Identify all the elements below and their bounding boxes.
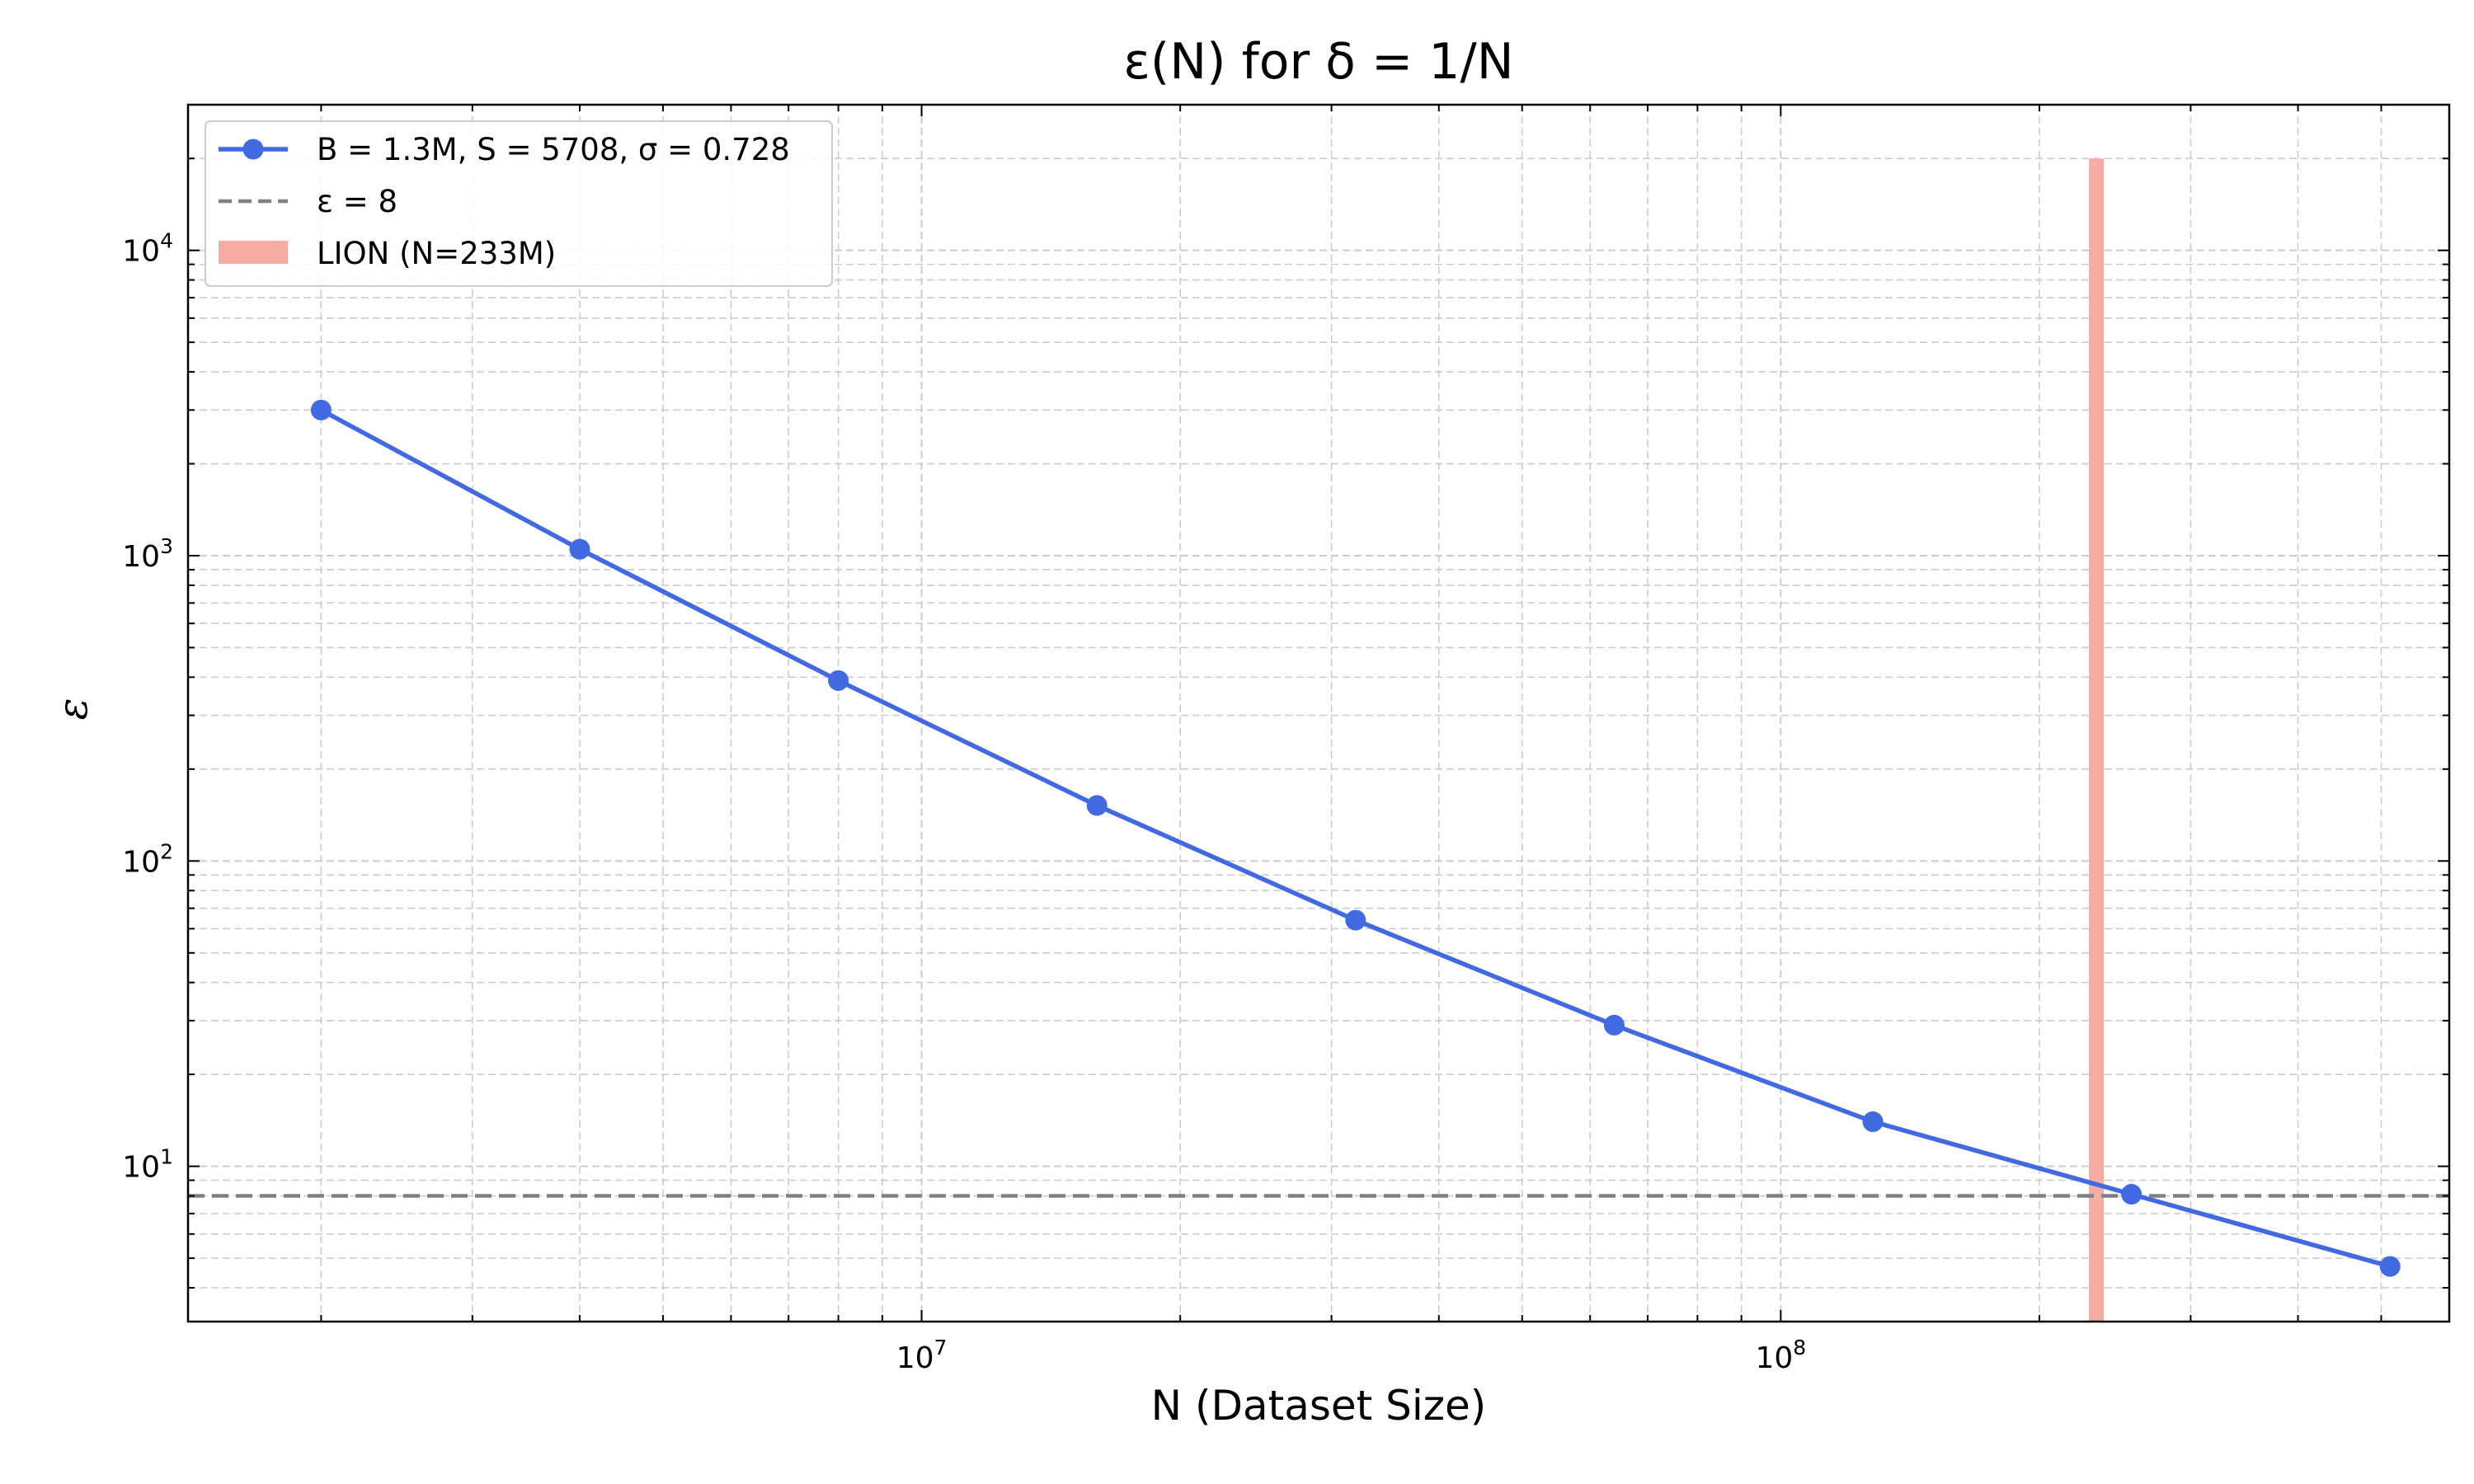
legend: B = 1.3M, S = 5708, σ = 0.728 ε = 8 LION (…: [205, 120, 833, 287]
x-axis-label: N (Dataset Size): [1151, 1382, 1487, 1430]
x-tick-label: 107: [896, 1336, 948, 1375]
data-point: [2121, 1184, 2142, 1205]
legend-refline-label: ε = 8: [317, 184, 397, 219]
data-point: [1603, 1014, 1625, 1036]
data-point: [1345, 909, 1366, 931]
legend-band-swatch: [219, 241, 288, 264]
legend-band-label: LION (N=233M): [317, 236, 556, 271]
legend-series-swatch-marker: [242, 139, 264, 160]
legend-series-label: B = 1.3M, S = 5708, σ = 0.728: [317, 132, 790, 167]
y-tick-label: 104: [122, 229, 173, 269]
x-tick-label: 108: [1755, 1336, 1806, 1375]
y-tick-label: 103: [122, 534, 173, 574]
data-point: [828, 669, 849, 691]
y-tick-label: 102: [122, 839, 173, 879]
data-point: [569, 538, 590, 560]
y-tick-label: 101: [122, 1145, 173, 1185]
y-axis-label: ε: [49, 698, 96, 721]
data-point: [2379, 1256, 2401, 1277]
lion-band: [2089, 158, 2105, 1322]
series-line: [320, 407, 2391, 1269]
data-point: [310, 399, 332, 420]
legend-box: [205, 120, 833, 287]
tick-layer: 107 108 101 102 103 104: [122, 104, 2450, 1375]
series-layer: [310, 399, 2401, 1277]
data-point: [1086, 795, 1108, 816]
grid-layer: [188, 104, 2450, 1322]
data-point: [1862, 1111, 1884, 1133]
chart-title: ε(N) for δ = 1/N: [1123, 33, 1513, 91]
band-layer: [2089, 158, 2105, 1322]
plot-frame: [186, 103, 2451, 1323]
